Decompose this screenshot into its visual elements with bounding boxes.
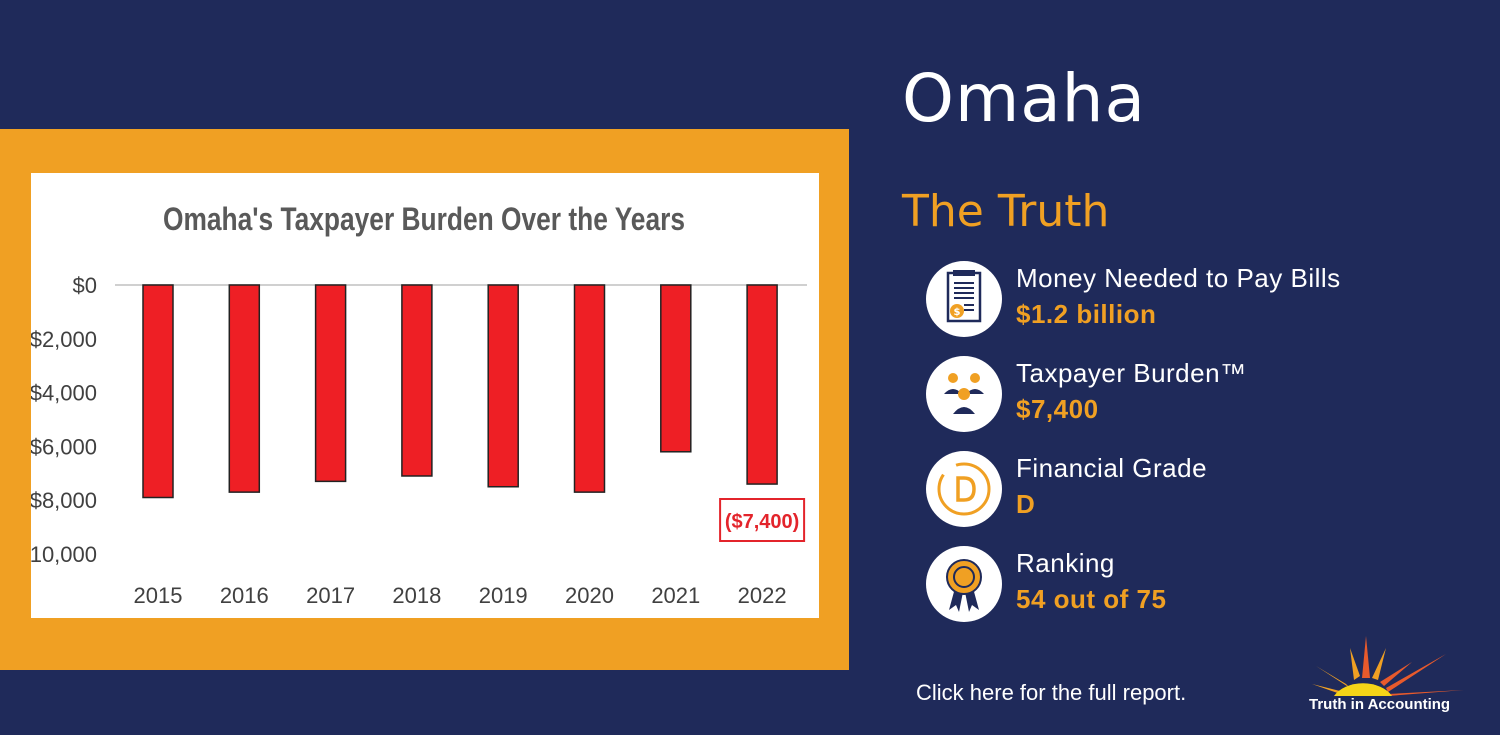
bar-2016 xyxy=(228,284,261,493)
full-report-link[interactable]: Click here for the full report. xyxy=(916,680,1187,705)
stat-money-needed: $ Money Needed to Pay Bills $1.2 billion xyxy=(926,261,1426,341)
callout-box xyxy=(719,498,806,542)
section-title: The Truth xyxy=(902,186,1110,237)
stat-label: Ranking xyxy=(1016,548,1115,578)
stat-value: D xyxy=(1016,489,1036,519)
chart-panel: Omaha's Taxpayer Burden Over the Years $… xyxy=(31,173,819,618)
chart-title: Omaha's Taxpayer Burden Over the Years xyxy=(163,201,685,237)
stat-value: $1.2 billion xyxy=(1016,299,1157,329)
stat-label: Taxpayer Burden™ xyxy=(1016,358,1247,388)
x-tick-label: 2018 xyxy=(392,583,441,608)
y-tick-label: $8,000 xyxy=(31,488,97,513)
stat-value: 54 out of 75 xyxy=(1016,584,1167,614)
bill-receipt-icon: $ xyxy=(926,261,1002,337)
bar-2018 xyxy=(401,284,433,477)
y-tick-label: $4,000 xyxy=(31,381,97,406)
y-tick-label: $10,000 xyxy=(31,542,97,567)
y-tick-label: $2,000 xyxy=(31,327,97,352)
sunburst-icon xyxy=(1312,636,1464,696)
y-tick-label: $0 xyxy=(73,273,97,298)
x-tick-label: 2015 xyxy=(134,583,183,608)
bar-2015 xyxy=(142,284,174,499)
stat-taxpayer-burden: Taxpayer Burden™ $7,400 xyxy=(926,356,1426,436)
x-tick-label: 2019 xyxy=(479,583,528,608)
stat-label: Financial Grade xyxy=(1016,453,1208,483)
stat-value: $7,400 xyxy=(1016,394,1099,424)
stat-financial-grade: Financial Grade D xyxy=(926,451,1426,531)
x-tick-label: 2017 xyxy=(306,583,355,608)
bar-2019 xyxy=(487,284,519,488)
bar-2017 xyxy=(314,284,347,483)
callout-label: ($7,400) xyxy=(725,511,800,533)
y-tick-label: $6,000 xyxy=(31,434,97,459)
stat-ranking: Ranking 54 out of 75 xyxy=(926,546,1426,626)
x-tick-label: 2020 xyxy=(565,583,614,608)
taxpayers-icon xyxy=(926,356,1002,432)
grade-d-icon xyxy=(926,451,1002,527)
logo-text: Truth in Accounting xyxy=(1309,696,1451,713)
svg-text:$: $ xyxy=(954,307,961,318)
stat-label: Money Needed to Pay Bills xyxy=(1016,263,1341,293)
city-title: Omaha xyxy=(902,60,1146,137)
x-tick-label: 2021 xyxy=(651,583,700,608)
truth-in-accounting-logo: Truth in Accounting xyxy=(1306,634,1466,716)
x-tick-label: 2016 xyxy=(220,583,269,608)
bar-2022 xyxy=(746,284,778,485)
award-ribbon-icon xyxy=(926,546,1002,622)
bar-2020 xyxy=(573,284,606,493)
chart-frame: Omaha's Taxpayer Burden Over the Years $… xyxy=(0,129,849,670)
taxpayer-burden-chart: Omaha's Taxpayer Burden Over the Years $… xyxy=(31,201,807,608)
x-tick-label: 2022 xyxy=(738,583,787,608)
bar-2021 xyxy=(660,284,692,453)
